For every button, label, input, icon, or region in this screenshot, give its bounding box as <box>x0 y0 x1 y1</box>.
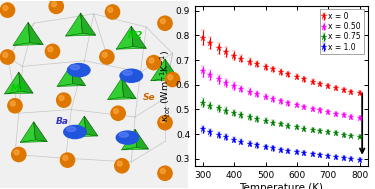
Polygon shape <box>71 134 98 137</box>
Circle shape <box>3 52 8 57</box>
Polygon shape <box>116 46 146 49</box>
Circle shape <box>49 0 63 13</box>
Circle shape <box>111 106 125 120</box>
Polygon shape <box>20 140 47 142</box>
Polygon shape <box>135 129 148 149</box>
Polygon shape <box>66 33 96 36</box>
Polygon shape <box>81 13 96 35</box>
Ellipse shape <box>70 65 80 70</box>
Polygon shape <box>20 122 35 142</box>
Circle shape <box>59 95 64 101</box>
Circle shape <box>14 150 19 155</box>
Polygon shape <box>19 72 33 93</box>
Polygon shape <box>4 72 20 94</box>
Polygon shape <box>165 59 179 80</box>
Ellipse shape <box>120 69 142 82</box>
Circle shape <box>160 169 165 174</box>
Ellipse shape <box>123 71 132 75</box>
Polygon shape <box>71 64 86 86</box>
Polygon shape <box>151 78 179 81</box>
Circle shape <box>160 118 165 123</box>
Ellipse shape <box>67 127 76 132</box>
Legend: x = 0, x = 0.50, x = 0.75, x = 1.0: x = 0, x = 0.50, x = 0.75, x = 1.0 <box>320 9 364 54</box>
Polygon shape <box>122 148 148 150</box>
Text: M1: M1 <box>11 84 27 93</box>
Circle shape <box>45 44 60 59</box>
Polygon shape <box>57 64 73 86</box>
Circle shape <box>0 50 15 64</box>
Circle shape <box>160 19 165 24</box>
Circle shape <box>0 3 15 17</box>
Circle shape <box>158 115 172 130</box>
Polygon shape <box>116 26 133 49</box>
Polygon shape <box>13 43 43 46</box>
Polygon shape <box>57 84 86 86</box>
Circle shape <box>108 7 113 12</box>
Ellipse shape <box>68 64 90 77</box>
Circle shape <box>165 72 180 87</box>
Polygon shape <box>28 22 43 45</box>
Polygon shape <box>84 116 98 136</box>
Circle shape <box>52 2 57 7</box>
Circle shape <box>102 52 107 57</box>
Circle shape <box>115 159 129 173</box>
Ellipse shape <box>64 125 86 139</box>
Circle shape <box>158 16 172 30</box>
Polygon shape <box>71 116 86 137</box>
Circle shape <box>3 5 8 10</box>
Polygon shape <box>131 26 146 48</box>
Circle shape <box>147 56 161 70</box>
Circle shape <box>10 101 15 106</box>
Circle shape <box>149 58 154 63</box>
Polygon shape <box>108 97 136 100</box>
Circle shape <box>8 99 22 113</box>
Circle shape <box>63 156 68 160</box>
Polygon shape <box>66 13 82 36</box>
Text: M2: M2 <box>128 31 143 40</box>
Ellipse shape <box>119 132 128 137</box>
Polygon shape <box>13 22 30 46</box>
Circle shape <box>57 93 71 107</box>
Circle shape <box>114 109 118 114</box>
Circle shape <box>48 47 53 52</box>
Text: Se: Se <box>142 93 155 102</box>
Circle shape <box>105 5 120 19</box>
Polygon shape <box>122 78 136 99</box>
Circle shape <box>168 75 173 80</box>
Circle shape <box>12 147 26 162</box>
X-axis label: Temperature (K): Temperature (K) <box>239 183 323 189</box>
Polygon shape <box>34 122 47 142</box>
Polygon shape <box>122 129 136 150</box>
Polygon shape <box>4 91 33 94</box>
Y-axis label: $\kappa_{tot}$ (Wm$^{-1}$K$^{-1}$): $\kappa_{tot}$ (Wm$^{-1}$K$^{-1}$) <box>159 50 173 122</box>
Circle shape <box>60 153 75 167</box>
Circle shape <box>158 166 172 180</box>
Circle shape <box>117 161 122 166</box>
Polygon shape <box>151 59 166 81</box>
Text: Ba: Ba <box>56 118 69 126</box>
Circle shape <box>100 50 114 64</box>
Ellipse shape <box>116 131 139 144</box>
Polygon shape <box>108 78 124 100</box>
